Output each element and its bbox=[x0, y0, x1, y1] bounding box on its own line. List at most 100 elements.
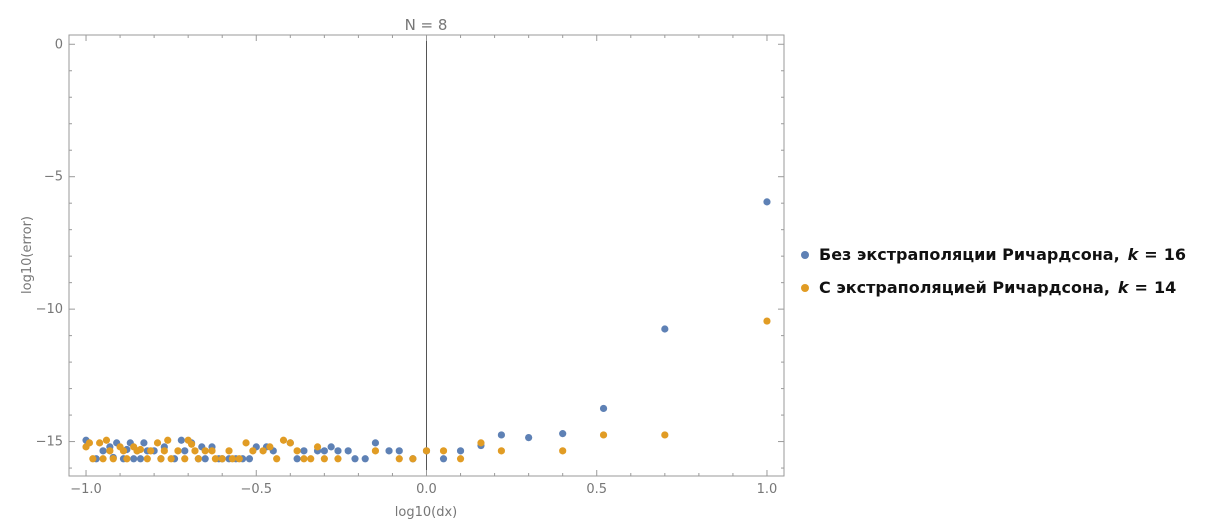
data-point-series-1 bbox=[477, 439, 485, 447]
data-point-series-1 bbox=[313, 443, 322, 451]
y-tick-label: −15 bbox=[36, 435, 63, 450]
data-point-series-0 bbox=[130, 455, 138, 463]
legend-label: Без экстраполяции Ричардсона, bbox=[819, 245, 1120, 264]
x-axis-label: log10(dx) bbox=[395, 505, 457, 520]
data-point-series-0 bbox=[351, 455, 359, 463]
data-point-series-1 bbox=[164, 436, 172, 444]
data-point-series-1 bbox=[320, 455, 328, 463]
y-tick-label: −10 bbox=[36, 302, 63, 317]
y-tick-label: −5 bbox=[44, 170, 63, 185]
data-point-series-1 bbox=[334, 455, 342, 463]
legend-k-value: 14 bbox=[1153, 278, 1177, 297]
legend-marker-blue bbox=[801, 250, 809, 259]
data-point-series-0 bbox=[763, 198, 771, 206]
data-point-series-1 bbox=[218, 455, 226, 463]
data-point-series-1 bbox=[89, 455, 97, 463]
legend-k-symbol: k bbox=[1127, 245, 1139, 264]
data-point-series-0 bbox=[327, 443, 335, 451]
legend-item-no-extrapolation: Без экстраполяции Ричардсона, k = 16 bbox=[798, 238, 1210, 271]
data-point-series-1 bbox=[439, 447, 448, 455]
data-point-series-1 bbox=[763, 317, 771, 325]
legend: Без экстраполяции Ричардсона, k = 16 С э… bbox=[798, 238, 1210, 304]
legend-equals: = bbox=[1134, 278, 1148, 297]
legend-equals: = bbox=[1144, 245, 1158, 264]
y-tick-label: 0 bbox=[55, 37, 63, 52]
data-point-series-1 bbox=[228, 455, 237, 463]
data-point-series-0 bbox=[181, 447, 189, 455]
data-point-series-1 bbox=[191, 447, 199, 455]
data-point-series-1 bbox=[266, 443, 274, 451]
data-point-series-0 bbox=[361, 455, 369, 463]
data-point-series-0 bbox=[385, 447, 393, 455]
data-point-series-1 bbox=[273, 455, 281, 463]
data-point-series-0 bbox=[371, 439, 380, 447]
data-point-series-0 bbox=[201, 455, 209, 463]
data-point-series-0 bbox=[136, 455, 145, 463]
data-point-series-0 bbox=[140, 439, 148, 447]
data-point-series-1 bbox=[99, 455, 107, 463]
data-point-series-1 bbox=[599, 431, 608, 439]
chart-title: N = 8 bbox=[405, 16, 448, 34]
data-point-series-1 bbox=[160, 447, 168, 455]
data-point-series-1 bbox=[119, 447, 128, 455]
data-point-series-0 bbox=[525, 433, 533, 442]
legend-label: С экстраполяцией Ричардсона, bbox=[819, 278, 1110, 297]
legend-marker-orange bbox=[801, 283, 809, 292]
data-point-series-0 bbox=[456, 447, 465, 455]
legend-k-value: 16 bbox=[1163, 245, 1186, 264]
data-point-series-1 bbox=[422, 447, 431, 455]
data-point-series-1 bbox=[242, 439, 250, 447]
legend-k-symbol: k bbox=[1117, 278, 1129, 297]
data-point-series-1 bbox=[123, 455, 131, 463]
x-tick-label: 0.5 bbox=[586, 482, 607, 497]
data-points bbox=[82, 198, 771, 463]
legend-item-richardson: С экстраполяцией Ричардсона, k = 14 bbox=[798, 271, 1210, 304]
data-point-series-0 bbox=[334, 447, 342, 455]
data-point-series-1 bbox=[174, 447, 182, 455]
data-point-series-1 bbox=[409, 455, 417, 463]
data-point-series-0 bbox=[293, 455, 301, 463]
data-point-series-0 bbox=[559, 430, 567, 438]
data-point-series-1 bbox=[194, 455, 202, 463]
x-tick-label: 0.0 bbox=[416, 482, 437, 497]
data-point-series-0 bbox=[395, 447, 403, 455]
data-point-series-1 bbox=[300, 455, 308, 463]
y-axis-label: log10(error) bbox=[20, 216, 35, 294]
data-point-series-1 bbox=[661, 431, 669, 439]
data-point-series-1 bbox=[286, 439, 294, 447]
data-point-series-1 bbox=[96, 439, 104, 447]
data-point-series-1 bbox=[106, 447, 114, 455]
data-point-series-1 bbox=[181, 455, 189, 463]
data-point-series-0 bbox=[497, 431, 506, 439]
data-point-series-1 bbox=[208, 447, 216, 455]
data-point-series-0 bbox=[245, 455, 254, 463]
data-point-series-1 bbox=[259, 447, 267, 455]
data-point-series-1 bbox=[456, 455, 465, 463]
data-point-series-0 bbox=[599, 404, 608, 413]
data-point-series-1 bbox=[279, 436, 288, 444]
data-point-series-1 bbox=[187, 440, 196, 448]
data-point-series-0 bbox=[99, 447, 107, 455]
data-point-series-0 bbox=[661, 325, 669, 333]
x-tick-label: −0.5 bbox=[240, 482, 272, 497]
data-point-series-0 bbox=[300, 447, 308, 455]
data-point-series-0 bbox=[320, 447, 328, 455]
data-point-series-1 bbox=[157, 455, 165, 463]
data-point-series-1 bbox=[235, 455, 243, 463]
data-point-series-1 bbox=[211, 455, 220, 463]
data-point-series-1 bbox=[136, 445, 145, 454]
data-point-series-1 bbox=[559, 447, 567, 455]
data-point-series-1 bbox=[109, 455, 117, 463]
data-point-series-1 bbox=[153, 439, 162, 447]
data-point-series-1 bbox=[371, 447, 380, 455]
data-point-series-1 bbox=[143, 455, 151, 463]
data-point-series-0 bbox=[177, 436, 185, 444]
data-point-series-0 bbox=[439, 455, 448, 463]
data-point-series-1 bbox=[85, 439, 94, 447]
axes: −1.0 −0.5 0.0 0.5 1.0 0 −5 −10 −15 bbox=[36, 35, 784, 497]
data-point-series-1 bbox=[147, 447, 155, 455]
data-point-series-1 bbox=[395, 455, 403, 463]
data-point-series-1 bbox=[225, 447, 233, 455]
data-point-series-1 bbox=[201, 447, 209, 455]
